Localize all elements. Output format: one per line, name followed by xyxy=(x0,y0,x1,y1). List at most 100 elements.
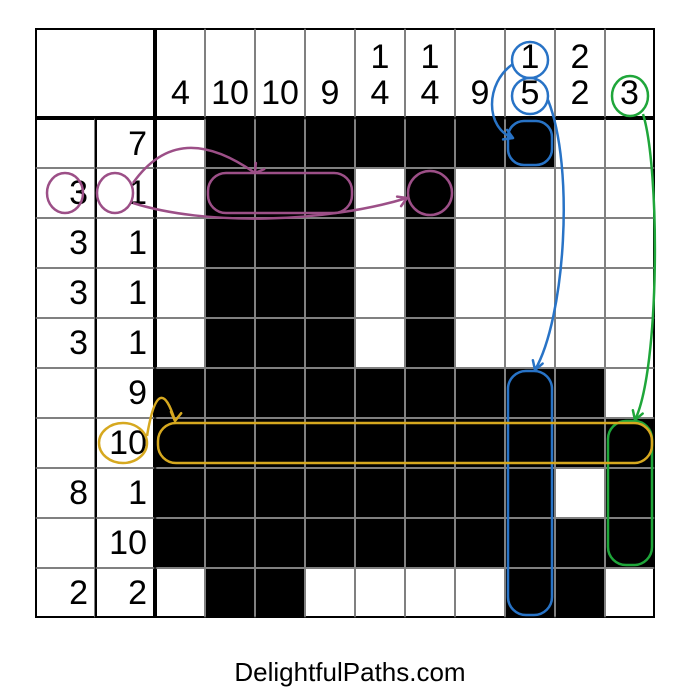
col-clue-5-val-1: 4 xyxy=(421,76,440,110)
cell-9-6 xyxy=(455,568,505,618)
cell-8-3 xyxy=(305,518,355,568)
cell-0-7 xyxy=(505,118,555,168)
cell-9-9 xyxy=(605,568,655,618)
cell-1-3 xyxy=(305,168,355,218)
cell-5-0 xyxy=(155,368,205,418)
credit-text: DelightfulPaths.com xyxy=(0,657,700,688)
cell-5-1 xyxy=(205,368,255,418)
cell-0-9 xyxy=(605,118,655,168)
col-clue-6-val-0: 9 xyxy=(471,76,490,110)
cell-1-0 xyxy=(155,168,205,218)
col-clue-4: 14 xyxy=(355,28,405,118)
cell-4-2 xyxy=(255,318,305,368)
cell-2-6 xyxy=(455,218,505,268)
cell-9-0 xyxy=(155,568,205,618)
row-clue-9-1: 2 xyxy=(95,568,155,618)
cell-4-3 xyxy=(305,318,355,368)
cell-3-6 xyxy=(455,268,505,318)
cell-7-5 xyxy=(405,468,455,518)
cell-4-8 xyxy=(555,318,605,368)
row-clue-6-1: 10 xyxy=(95,418,155,468)
cell-1-5 xyxy=(405,168,455,218)
row-clue-5-0 xyxy=(35,368,95,418)
col-clue-6: 9 xyxy=(455,28,505,118)
cell-0-0 xyxy=(155,118,205,168)
cell-6-9 xyxy=(605,418,655,468)
cell-1-9 xyxy=(605,168,655,218)
cell-8-8 xyxy=(555,518,605,568)
cell-0-3 xyxy=(305,118,355,168)
cell-1-2 xyxy=(255,168,305,218)
cell-9-1 xyxy=(205,568,255,618)
row-clue-1-1: 1 xyxy=(95,168,155,218)
cell-1-7 xyxy=(505,168,555,218)
cell-7-2 xyxy=(255,468,305,518)
cell-8-0 xyxy=(155,518,205,568)
cell-7-6 xyxy=(455,468,505,518)
cell-8-5 xyxy=(405,518,455,568)
row-clue-2-0: 3 xyxy=(35,218,95,268)
cell-2-2 xyxy=(255,218,305,268)
row-clue-9-0: 2 xyxy=(35,568,95,618)
cell-6-8 xyxy=(555,418,605,468)
col-clue-9-val-0: 3 xyxy=(620,76,639,110)
cell-4-9 xyxy=(605,318,655,368)
cell-4-1 xyxy=(205,318,255,368)
cell-3-1 xyxy=(205,268,255,318)
col-clue-4-val-0: 1 xyxy=(371,40,390,74)
cell-0-5 xyxy=(405,118,455,168)
col-clue-0: 4 xyxy=(155,28,205,118)
cell-6-4 xyxy=(355,418,405,468)
cell-1-4 xyxy=(355,168,405,218)
cell-5-3 xyxy=(305,368,355,418)
cell-1-6 xyxy=(455,168,505,218)
cell-8-9 xyxy=(605,518,655,568)
row-clue-4-1: 1 xyxy=(95,318,155,368)
cell-2-9 xyxy=(605,218,655,268)
cell-2-8 xyxy=(555,218,605,268)
cell-5-6 xyxy=(455,368,505,418)
cell-7-3 xyxy=(305,468,355,518)
cell-7-9 xyxy=(605,468,655,518)
cell-1-8 xyxy=(555,168,605,218)
cell-8-1 xyxy=(205,518,255,568)
cell-5-5 xyxy=(405,368,455,418)
row-clue-7-1: 1 xyxy=(95,468,155,518)
col-clue-8: 22 xyxy=(555,28,605,118)
col-clue-3: 9 xyxy=(305,28,355,118)
cell-7-8 xyxy=(555,468,605,518)
cell-7-4 xyxy=(355,468,405,518)
cell-6-6 xyxy=(455,418,505,468)
cell-4-5 xyxy=(405,318,455,368)
col-clue-7: 15 xyxy=(505,28,555,118)
cell-2-4 xyxy=(355,218,405,268)
cell-2-1 xyxy=(205,218,255,268)
row-clue-2-1: 1 xyxy=(95,218,155,268)
cell-5-2 xyxy=(255,368,305,418)
cell-0-2 xyxy=(255,118,305,168)
col-clue-7-val-1: 5 xyxy=(521,76,540,110)
cell-4-4 xyxy=(355,318,405,368)
cell-3-9 xyxy=(605,268,655,318)
cell-0-6 xyxy=(455,118,505,168)
cell-9-4 xyxy=(355,568,405,618)
cell-3-2 xyxy=(255,268,305,318)
cell-6-1 xyxy=(205,418,255,468)
cell-8-6 xyxy=(455,518,505,568)
row-clue-1-0: 3 xyxy=(35,168,95,218)
cell-0-4 xyxy=(355,118,405,168)
cell-6-5 xyxy=(405,418,455,468)
row-clue-6-0 xyxy=(35,418,95,468)
cell-3-3 xyxy=(305,268,355,318)
nonogram-grid: 4101091414915223731313131910811022 xyxy=(35,28,655,618)
corner-cell xyxy=(35,28,155,118)
cell-3-5 xyxy=(405,268,455,318)
cell-9-8 xyxy=(555,568,605,618)
row-clue-8-1: 10 xyxy=(95,518,155,568)
col-clue-9: 3 xyxy=(605,28,655,118)
cell-8-4 xyxy=(355,518,405,568)
cell-5-7 xyxy=(505,368,555,418)
cell-1-1 xyxy=(205,168,255,218)
cell-5-8 xyxy=(555,368,605,418)
cell-2-0 xyxy=(155,218,205,268)
